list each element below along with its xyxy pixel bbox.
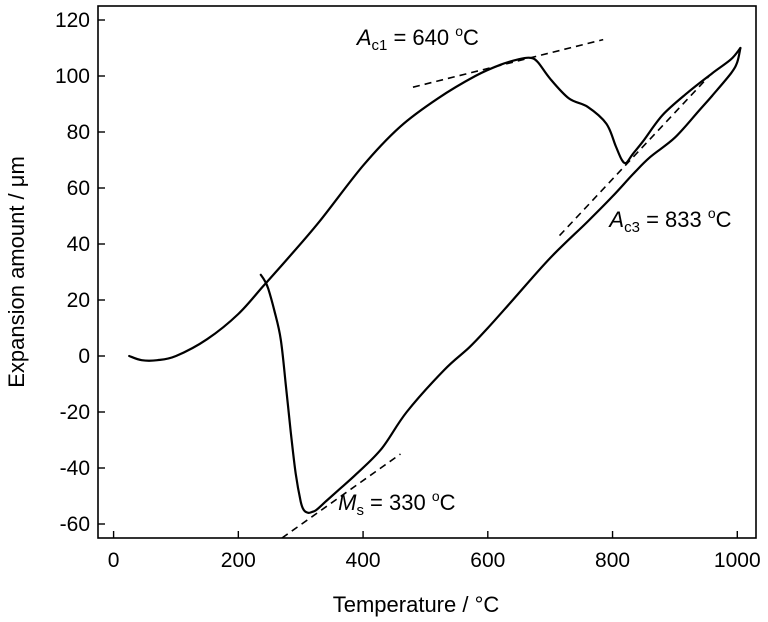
x-axis-title-text: Temperature / °C — [333, 592, 500, 617]
annotation-superscript: o — [432, 488, 440, 504]
y-tick-label: 40 — [67, 233, 90, 256]
annotation-unit: C — [463, 25, 479, 50]
annotation-superscript: o — [708, 205, 716, 221]
annotation-symbol: A — [355, 25, 372, 50]
y-tick-label: 20 — [67, 289, 90, 312]
tangent-line — [558, 75, 710, 237]
x-tick-label: 800 — [595, 549, 630, 572]
tangent-line — [412, 38, 604, 88]
cooling-curve — [259, 46, 742, 514]
x-tick-label: 200 — [221, 549, 256, 572]
y-tick-label: -20 — [60, 401, 90, 424]
y-tick-label: 60 — [67, 177, 90, 200]
annotation-symbol: A — [607, 207, 624, 232]
y-axis-title-text: Expansion amount / μm — [4, 156, 29, 388]
y-tick-label: 120 — [55, 9, 90, 32]
axis-ticks: 0 200 400 600 800 1000 -60 -40 -20 0 20 40 60 80 100 12… — [55, 9, 761, 572]
x-tick-label: 400 — [346, 549, 381, 572]
y-tick-label: 100 — [55, 65, 90, 88]
annotation-value: = 640 — [387, 25, 455, 50]
x-tick-label: 0 — [108, 549, 120, 572]
plot-frame — [97, 5, 757, 539]
expansion-curves — [128, 46, 742, 514]
y-tick-label: -60 — [60, 513, 90, 536]
tangent-line — [281, 453, 401, 539]
x-tick-label: 1000 — [714, 549, 761, 572]
y-tick-label: 0 — [78, 345, 90, 368]
y-tick-label: 80 — [67, 121, 90, 144]
annotation-unit: C — [440, 490, 456, 515]
heating-curve — [128, 46, 742, 362]
annotation-subscript: s — [356, 502, 364, 519]
annotation-superscript: o — [455, 23, 463, 39]
annotation-subscript: c3 — [624, 219, 640, 236]
annotation-label: Ac1 = 640 oC — [355, 23, 479, 54]
tangent-lines — [281, 38, 710, 539]
annotation-unit: C — [716, 207, 732, 232]
y-axis-title: Expansion amount / μm — [4, 156, 29, 388]
annotation-value: = 833 — [640, 207, 708, 232]
annotation-value: = 330 — [364, 490, 432, 515]
annotation-label: Ac3 = 833 oC — [607, 205, 731, 236]
y-tick-label: -40 — [60, 457, 90, 480]
annotation-symbol: M — [338, 490, 357, 515]
x-axis-title: Temperature / °C — [333, 592, 500, 617]
x-tick-label: 600 — [470, 549, 505, 572]
annotation-label: Ms = 330 oC — [338, 488, 456, 519]
annotation-subscript: c1 — [372, 37, 388, 54]
